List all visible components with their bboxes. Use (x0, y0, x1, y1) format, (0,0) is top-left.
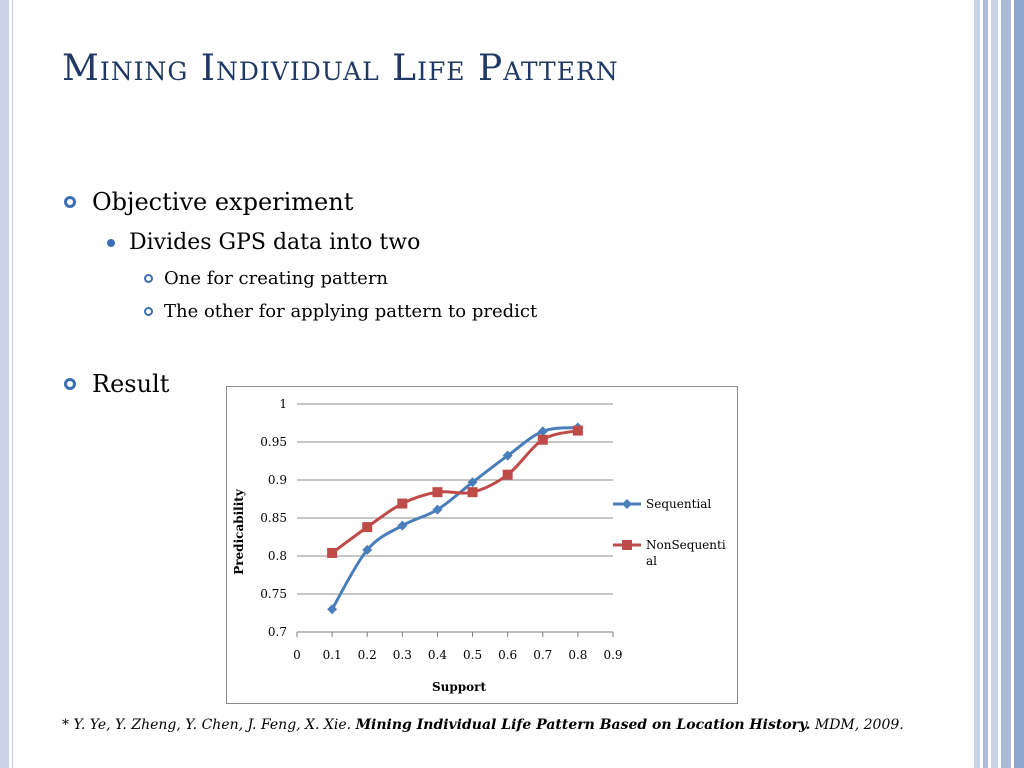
ring-bullet-icon (64, 378, 76, 390)
bullet-result: Result (64, 370, 169, 398)
citation-venue: MDM, 2009. (810, 717, 904, 733)
x-tick-label: 0.9 (603, 648, 622, 662)
bullet-result-text: Result (92, 370, 170, 398)
citation: * Y. Ye, Y. Zheng, Y. Chen, J. Feng, X. … (62, 715, 982, 735)
data-point-nonsequential (432, 487, 443, 498)
x-tick-label: 0.2 (358, 648, 377, 662)
y-tick-label: 0.7 (268, 625, 287, 639)
chart-frame: 0.7 0.75 0.8 0.85 0.9 0.95 1 0 0.1 0.2 0.3 0.4 0.5 0.… (226, 386, 738, 704)
data-point-sequential (397, 520, 408, 531)
data-point-nonsequential (362, 522, 373, 533)
y-tick-label: 0.85 (260, 511, 287, 525)
data-point-sequential (467, 477, 478, 488)
x-axis-title: Support (432, 680, 486, 694)
data-point-sequential (502, 450, 513, 461)
x-tick-label: 0.3 (393, 648, 412, 662)
slide-title: Mining Individual Life Pattern (62, 48, 619, 89)
bullet-divides-text: Divides GPS data into two (129, 230, 421, 255)
legend-label: NonSequenti (646, 538, 726, 552)
line-chart: 0.7 0.75 0.8 0.85 0.9 0.95 1 0 0.1 0.2 0.3 0.4 0.5 0.… (232, 397, 726, 694)
legend-label: Sequential (646, 497, 711, 511)
bullet-objective: Objective experiment (64, 188, 353, 216)
data-point-nonsequential (327, 547, 338, 558)
data-point-sequential (362, 544, 373, 555)
left-decor-bar (0, 0, 9, 768)
y-tick-label: 0.8 (268, 549, 287, 563)
bullet-other-for: The other for applying pattern to predic… (144, 301, 537, 322)
ring-bullet-icon (144, 307, 153, 316)
data-point-sequential (537, 426, 548, 437)
x-tick-label: 0.7 (533, 648, 552, 662)
x-tick-label: 0.6 (498, 648, 517, 662)
x-tick-label: 0.8 (568, 648, 587, 662)
citation-authors: Y. Ye, Y. Zheng, Y. Chen, J. Feng, X. Xi… (69, 717, 356, 733)
y-tick-label: 0.95 (260, 435, 287, 449)
x-tick-label: 0.4 (428, 648, 447, 662)
y-axis-title: Predicability (232, 488, 246, 575)
data-point-nonsequential (467, 487, 478, 498)
x-tick-label: 0.1 (323, 648, 342, 662)
data-point-sequential (432, 504, 443, 515)
ring-bullet-icon (64, 196, 76, 208)
series-line-nonsequential (331, 429, 579, 555)
y-tick-label: 1 (279, 397, 287, 411)
data-point-nonsequential (502, 469, 513, 480)
y-tick-label: 0.9 (268, 473, 287, 487)
citation-paper-title: Mining Individual Life Pattern Based on … (355, 717, 811, 733)
right-decor-stripes (974, 0, 1024, 768)
ring-bullet-icon (144, 274, 153, 283)
data-point-nonsequential (397, 498, 408, 509)
x-tick-label: 0.5 (463, 648, 482, 662)
data-point-nonsequential (537, 434, 548, 445)
dot-bullet-icon (107, 238, 115, 247)
left-decor-line (12, 0, 13, 768)
legend-label: al (646, 554, 657, 568)
bullet-objective-text: Objective experiment (92, 188, 354, 216)
legend-marker-sequential (622, 499, 632, 509)
data-point-sequential (327, 604, 338, 615)
bullet-one-for: One for creating pattern (144, 268, 388, 289)
x-tick-label: 0 (293, 648, 301, 662)
bullet-other-for-text: The other for applying pattern to predic… (164, 301, 538, 322)
legend-marker-nonsequential (622, 540, 632, 550)
bullet-divides: Divides GPS data into two (107, 230, 420, 255)
data-point-nonsequential (572, 425, 583, 436)
bullet-one-for-text: One for creating pattern (164, 268, 389, 289)
y-tick-label: 0.75 (260, 587, 287, 601)
citation-star: * (62, 717, 69, 733)
